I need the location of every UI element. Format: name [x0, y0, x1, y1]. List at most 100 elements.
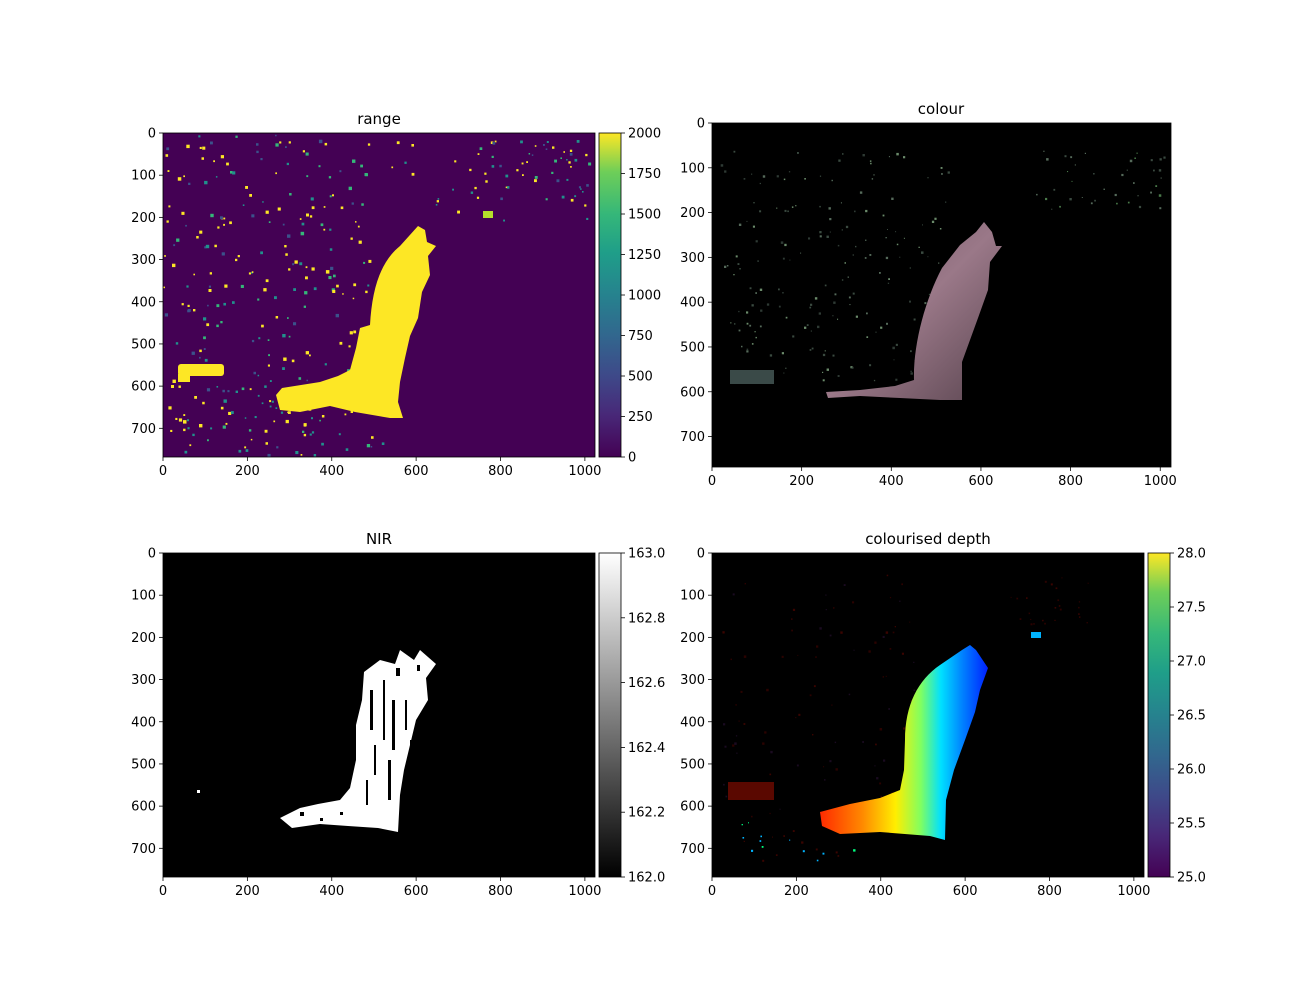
speckle [323, 206, 326, 208]
speckle [220, 155, 224, 159]
speckle [588, 162, 592, 166]
speckle [734, 323, 736, 325]
speckle [779, 808, 781, 810]
speckle [732, 744, 735, 747]
speckle [783, 372, 785, 374]
speckle [1067, 171, 1069, 173]
speckle [938, 262, 940, 264]
speckle [735, 704, 737, 706]
speckle [746, 220, 748, 222]
x-tick-label: 400 [319, 884, 344, 899]
speckle [874, 641, 877, 644]
y-tick-label: 400 [680, 296, 705, 311]
speckle [280, 411, 284, 414]
speckle [837, 244, 840, 247]
speckle [311, 267, 315, 271]
colorbar-tick-label: 26.5 [1177, 709, 1206, 724]
speckle [275, 172, 277, 175]
speckle [776, 175, 779, 178]
speckle [882, 676, 884, 678]
speckle [183, 414, 186, 416]
speckle [330, 266, 334, 270]
speckle [257, 394, 260, 397]
speckle [766, 688, 769, 692]
speckle [895, 378, 898, 381]
speckle [396, 668, 400, 676]
speckle [452, 188, 454, 191]
x-tick-label: 1000 [568, 884, 601, 899]
speckle [435, 204, 438, 206]
speckle [173, 244, 176, 247]
speckle [899, 256, 901, 258]
speckle-cluster [483, 211, 493, 218]
speckle [855, 245, 857, 248]
speckle [788, 171, 791, 173]
speckle [833, 301, 836, 304]
speckle [232, 171, 236, 175]
speckle [199, 146, 202, 149]
speckle [760, 309, 763, 312]
speckle [503, 219, 505, 222]
speckle [199, 349, 202, 353]
colorbar [598, 132, 622, 458]
speckle [1138, 205, 1142, 209]
speckle [885, 237, 887, 239]
speckle [1093, 173, 1095, 175]
speckle [804, 326, 807, 329]
speckle [417, 665, 420, 671]
speckle [171, 385, 174, 388]
x-tick-label: 800 [1037, 884, 1062, 899]
speckle [294, 260, 298, 264]
speckle [189, 444, 192, 447]
speckle [895, 343, 898, 346]
speckle [785, 316, 788, 319]
speckle [309, 215, 313, 218]
speckle [258, 337, 261, 340]
speckle [568, 161, 571, 164]
speckle [232, 301, 235, 304]
speckle [576, 140, 580, 143]
speckle [784, 209, 787, 212]
axes-frame [162, 552, 596, 878]
speckle [264, 429, 268, 433]
speckle [291, 359, 295, 363]
speckle [853, 849, 856, 852]
speckle [837, 375, 840, 377]
speckle [746, 322, 749, 325]
speckle [886, 574, 889, 577]
speckle [895, 231, 897, 233]
y-tick-label: 300 [131, 673, 156, 688]
speckle [251, 214, 255, 218]
speckle [534, 179, 537, 183]
y-tick-label: 100 [131, 169, 156, 184]
speckle [328, 176, 332, 179]
speckle [759, 325, 762, 328]
speckle [329, 195, 332, 198]
speckle [251, 271, 254, 273]
speckle [238, 449, 242, 453]
speckle [338, 433, 341, 436]
speckle [726, 265, 729, 267]
speckle [738, 329, 741, 332]
speckle [221, 252, 225, 256]
speckle [910, 370, 912, 372]
colorbar-tick-label: 25.0 [1177, 871, 1206, 886]
speckle [748, 822, 749, 824]
speckle [323, 228, 326, 231]
speckle [1058, 605, 1061, 607]
speckle [826, 368, 829, 371]
speckle [358, 240, 362, 244]
colorbar-ticks: 0 250 500 750 1000 1250 1500 1750 2000 [621, 127, 661, 466]
speckle [253, 371, 256, 375]
speckle [1129, 159, 1133, 163]
speckle [835, 851, 838, 854]
speckle [554, 159, 557, 163]
speckle [352, 297, 355, 300]
speckle [735, 735, 738, 737]
speckle [927, 256, 929, 258]
speckle [404, 161, 407, 164]
speckle [566, 159, 568, 161]
speckle [883, 759, 886, 762]
speckle [841, 279, 844, 281]
speckle [1019, 618, 1022, 620]
